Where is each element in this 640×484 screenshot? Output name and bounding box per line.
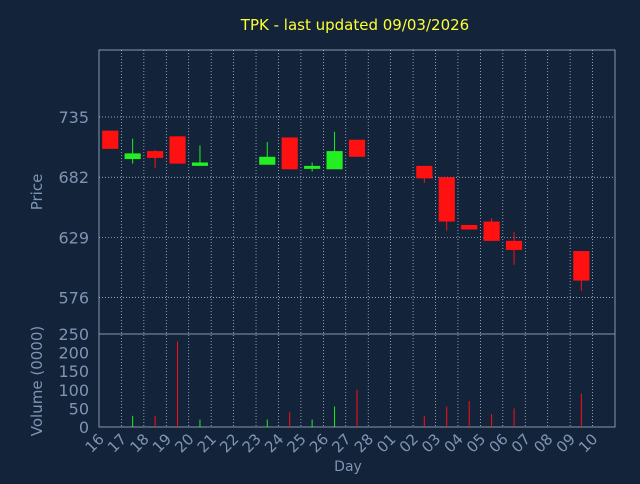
chart-marks [102,130,590,427]
candle-body [304,165,321,169]
price-tick-label: 682 [58,168,89,187]
candle-body [124,153,141,160]
candle-body [191,162,209,166]
candle-body [573,251,590,281]
candle-body [348,139,366,157]
volume-tick-label: 100 [58,381,89,400]
candle-body [259,156,276,165]
price-tick-label: 629 [58,228,89,247]
x-tick-label: 10 [575,430,601,456]
volume-tick-label: 200 [58,344,89,363]
price-axis-label: Price [28,174,46,211]
grid-lines [99,50,615,427]
volume-tick-label: 250 [58,325,89,344]
volume-tick-label: 150 [58,362,89,381]
volume-axis-label: Volume (0000) [28,326,46,436]
price-panel-frame [98,49,616,335]
volume-tick-label: 50 [69,399,89,418]
candle-body [483,221,500,241]
price-tick-label: 576 [58,289,89,308]
price-tick-label: 735 [58,108,89,127]
candle-body [281,137,298,170]
candle-body [438,177,455,222]
volume-tick-label: 0 [79,418,89,437]
candle-body [169,136,186,164]
candle-body [416,165,433,179]
candle-body [102,130,119,149]
candle-body [505,240,523,250]
x-axis-label: Day [334,459,362,475]
chart-title: TPK - last updated 09/03/2026 [240,16,469,34]
candle-body [147,151,164,158]
candle-body [326,151,343,170]
candle-body [461,224,478,230]
